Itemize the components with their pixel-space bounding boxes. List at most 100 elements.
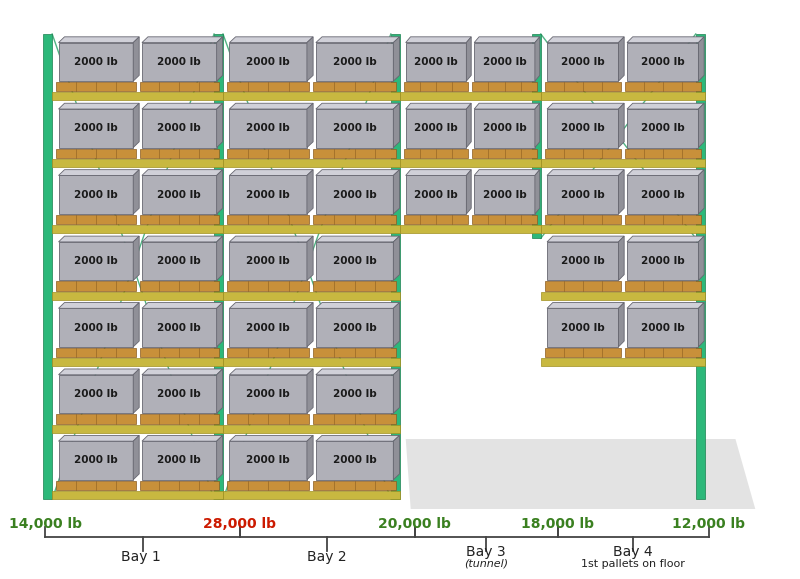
- Text: 2000 lb: 2000 lb: [561, 323, 605, 332]
- Polygon shape: [142, 375, 217, 413]
- Text: Bay 2: Bay 2: [307, 550, 347, 564]
- Bar: [314, 348, 396, 357]
- Polygon shape: [58, 170, 139, 175]
- Polygon shape: [58, 236, 139, 242]
- Polygon shape: [316, 308, 394, 347]
- Polygon shape: [217, 170, 222, 214]
- Text: 2000 lb: 2000 lb: [641, 190, 685, 200]
- Bar: [541, 225, 705, 233]
- Polygon shape: [142, 435, 222, 441]
- Polygon shape: [316, 435, 399, 441]
- Bar: [696, 34, 705, 499]
- Text: 14,000 lb: 14,000 lb: [9, 517, 82, 531]
- Polygon shape: [698, 103, 704, 148]
- Polygon shape: [230, 43, 307, 81]
- Polygon shape: [618, 103, 624, 148]
- Text: Bay 4: Bay 4: [614, 545, 653, 559]
- Text: 2000 lb: 2000 lb: [333, 57, 377, 67]
- Text: 2000 lb: 2000 lb: [333, 123, 377, 133]
- Polygon shape: [627, 308, 698, 347]
- Bar: [223, 225, 400, 233]
- Polygon shape: [230, 375, 307, 413]
- Polygon shape: [58, 37, 139, 43]
- Polygon shape: [230, 170, 313, 175]
- Polygon shape: [58, 303, 139, 308]
- Polygon shape: [698, 303, 704, 347]
- Polygon shape: [394, 103, 399, 148]
- Bar: [545, 348, 621, 357]
- Bar: [404, 82, 468, 91]
- Polygon shape: [618, 236, 624, 280]
- Text: 2000 lb: 2000 lb: [74, 123, 118, 133]
- Polygon shape: [58, 308, 134, 347]
- Text: 2000 lb: 2000 lb: [246, 190, 290, 200]
- Text: 2000 lb: 2000 lb: [561, 123, 605, 133]
- Polygon shape: [316, 441, 394, 479]
- Polygon shape: [618, 170, 624, 214]
- Polygon shape: [627, 242, 698, 280]
- Polygon shape: [547, 109, 618, 148]
- Bar: [56, 215, 135, 224]
- Polygon shape: [466, 37, 471, 81]
- Polygon shape: [547, 175, 618, 214]
- Text: 2000 lb: 2000 lb: [158, 123, 201, 133]
- Text: 1st pallets on floor: 1st pallets on floor: [582, 559, 685, 569]
- Bar: [400, 159, 541, 167]
- Polygon shape: [307, 435, 313, 479]
- Bar: [227, 281, 310, 291]
- Bar: [541, 159, 705, 167]
- Bar: [400, 225, 541, 233]
- Text: 2000 lb: 2000 lb: [482, 57, 526, 67]
- Bar: [227, 149, 310, 158]
- Polygon shape: [230, 236, 313, 242]
- Polygon shape: [142, 236, 222, 242]
- Text: 2000 lb: 2000 lb: [641, 323, 685, 332]
- Polygon shape: [547, 242, 618, 280]
- Polygon shape: [142, 308, 217, 347]
- Text: 2000 lb: 2000 lb: [482, 190, 526, 200]
- Polygon shape: [316, 242, 394, 280]
- Text: 2000 lb: 2000 lb: [333, 456, 377, 466]
- Polygon shape: [316, 175, 394, 214]
- Bar: [223, 292, 400, 300]
- Polygon shape: [307, 170, 313, 214]
- Text: 2000 lb: 2000 lb: [414, 57, 458, 67]
- Polygon shape: [217, 236, 222, 280]
- Bar: [139, 215, 219, 224]
- Text: 2000 lb: 2000 lb: [74, 323, 118, 332]
- Polygon shape: [547, 236, 624, 242]
- Polygon shape: [142, 441, 217, 479]
- Bar: [545, 82, 621, 91]
- Text: 2000 lb: 2000 lb: [158, 456, 201, 466]
- Bar: [52, 159, 223, 167]
- Polygon shape: [142, 242, 217, 280]
- Bar: [223, 491, 400, 499]
- Text: 2000 lb: 2000 lb: [333, 323, 377, 332]
- Polygon shape: [474, 43, 535, 81]
- Text: 12,000 lb: 12,000 lb: [672, 517, 745, 531]
- Polygon shape: [230, 175, 307, 214]
- Bar: [625, 215, 701, 224]
- Polygon shape: [134, 170, 139, 214]
- Polygon shape: [58, 109, 134, 148]
- Polygon shape: [394, 170, 399, 214]
- Polygon shape: [230, 308, 307, 347]
- Polygon shape: [217, 303, 222, 347]
- Bar: [391, 34, 400, 499]
- Polygon shape: [58, 242, 134, 280]
- Polygon shape: [134, 236, 139, 280]
- Polygon shape: [698, 37, 704, 81]
- Text: 2000 lb: 2000 lb: [246, 456, 290, 466]
- Polygon shape: [134, 435, 139, 479]
- Bar: [52, 292, 223, 300]
- Polygon shape: [547, 43, 618, 81]
- Text: 2000 lb: 2000 lb: [158, 190, 201, 200]
- Text: 2000 lb: 2000 lb: [158, 57, 201, 67]
- Bar: [625, 149, 701, 158]
- Polygon shape: [142, 109, 217, 148]
- Text: 2000 lb: 2000 lb: [333, 256, 377, 266]
- Polygon shape: [134, 369, 139, 413]
- Polygon shape: [547, 37, 624, 43]
- Polygon shape: [406, 37, 471, 43]
- Bar: [532, 34, 541, 239]
